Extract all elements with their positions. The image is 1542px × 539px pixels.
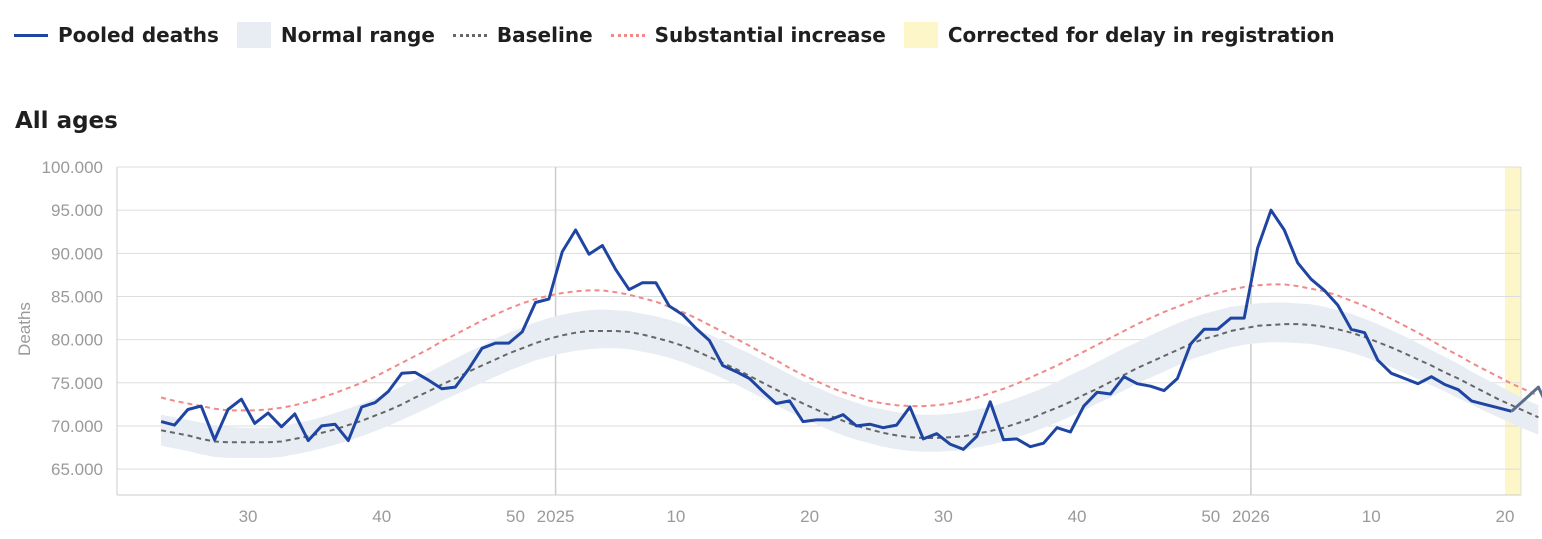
y-tick-label: 85.000 [51,287,103,306]
legend-swatch-normal-range [236,22,271,48]
corrected-delay-region [1504,167,1521,495]
normal-range-band [161,302,1539,458]
x-tick-label: 40 [1068,507,1087,526]
pooled-deaths-line [160,208,1512,451]
baseline-line [160,323,1539,444]
legend-label: Corrected for delay in registration [947,23,1335,47]
x-tick-label: 2026 [1232,507,1270,526]
legend-swatch-substantial-increase [610,33,645,37]
x-tick-label: 30 [239,507,258,526]
y-tick-label: 75.000 [51,374,103,393]
legend-item-baseline[interactable]: Baseline [452,23,593,47]
y-tick-label: 80.000 [51,331,103,350]
legend-item-normal-range[interactable]: Normal range [236,22,435,48]
legend-item-substantial-increase[interactable]: Substantial increase [610,23,886,47]
x-tick-label: 50 [506,507,525,526]
x-tick-label: 30 [934,507,953,526]
y-tick-label: 95.000 [51,201,103,220]
legend-label: Baseline [496,23,593,47]
legend-label: Normal range [280,23,435,47]
y-axis-title: Deaths [15,302,34,356]
y-tick-label: 65.000 [51,460,103,479]
legend-swatch-corrected [903,22,938,48]
legend-swatch-pooled-deaths [14,33,48,37]
x-tick-label: 2025 [537,507,575,526]
chart-legend: Pooled deaths Normal range Baseline Subs… [14,18,1353,52]
x-tick-label: 20 [800,507,819,526]
panel-title: All ages [15,108,118,134]
x-tick-label: 20 [1495,507,1514,526]
legend-label: Substantial increase [654,23,886,47]
x-tick-label: 10 [666,507,685,526]
y-tick-label: 90.000 [51,244,103,263]
y-tick-label: 100.000 [42,158,103,177]
x-tick-label: 10 [1362,507,1381,526]
x-tick-label: 40 [372,507,391,526]
legend-item-pooled-deaths[interactable]: Pooled deaths [14,23,219,47]
pooled-deaths-corrected-line [1510,385,1542,413]
substantial-increase-line [160,283,1539,412]
y-tick-label: 70.000 [51,417,103,436]
legend-swatch-baseline [452,33,487,37]
x-tick-label: 50 [1201,507,1220,526]
legend-item-corrected[interactable]: Corrected for delay in registration [903,22,1335,48]
legend-label: Pooled deaths [58,23,219,47]
